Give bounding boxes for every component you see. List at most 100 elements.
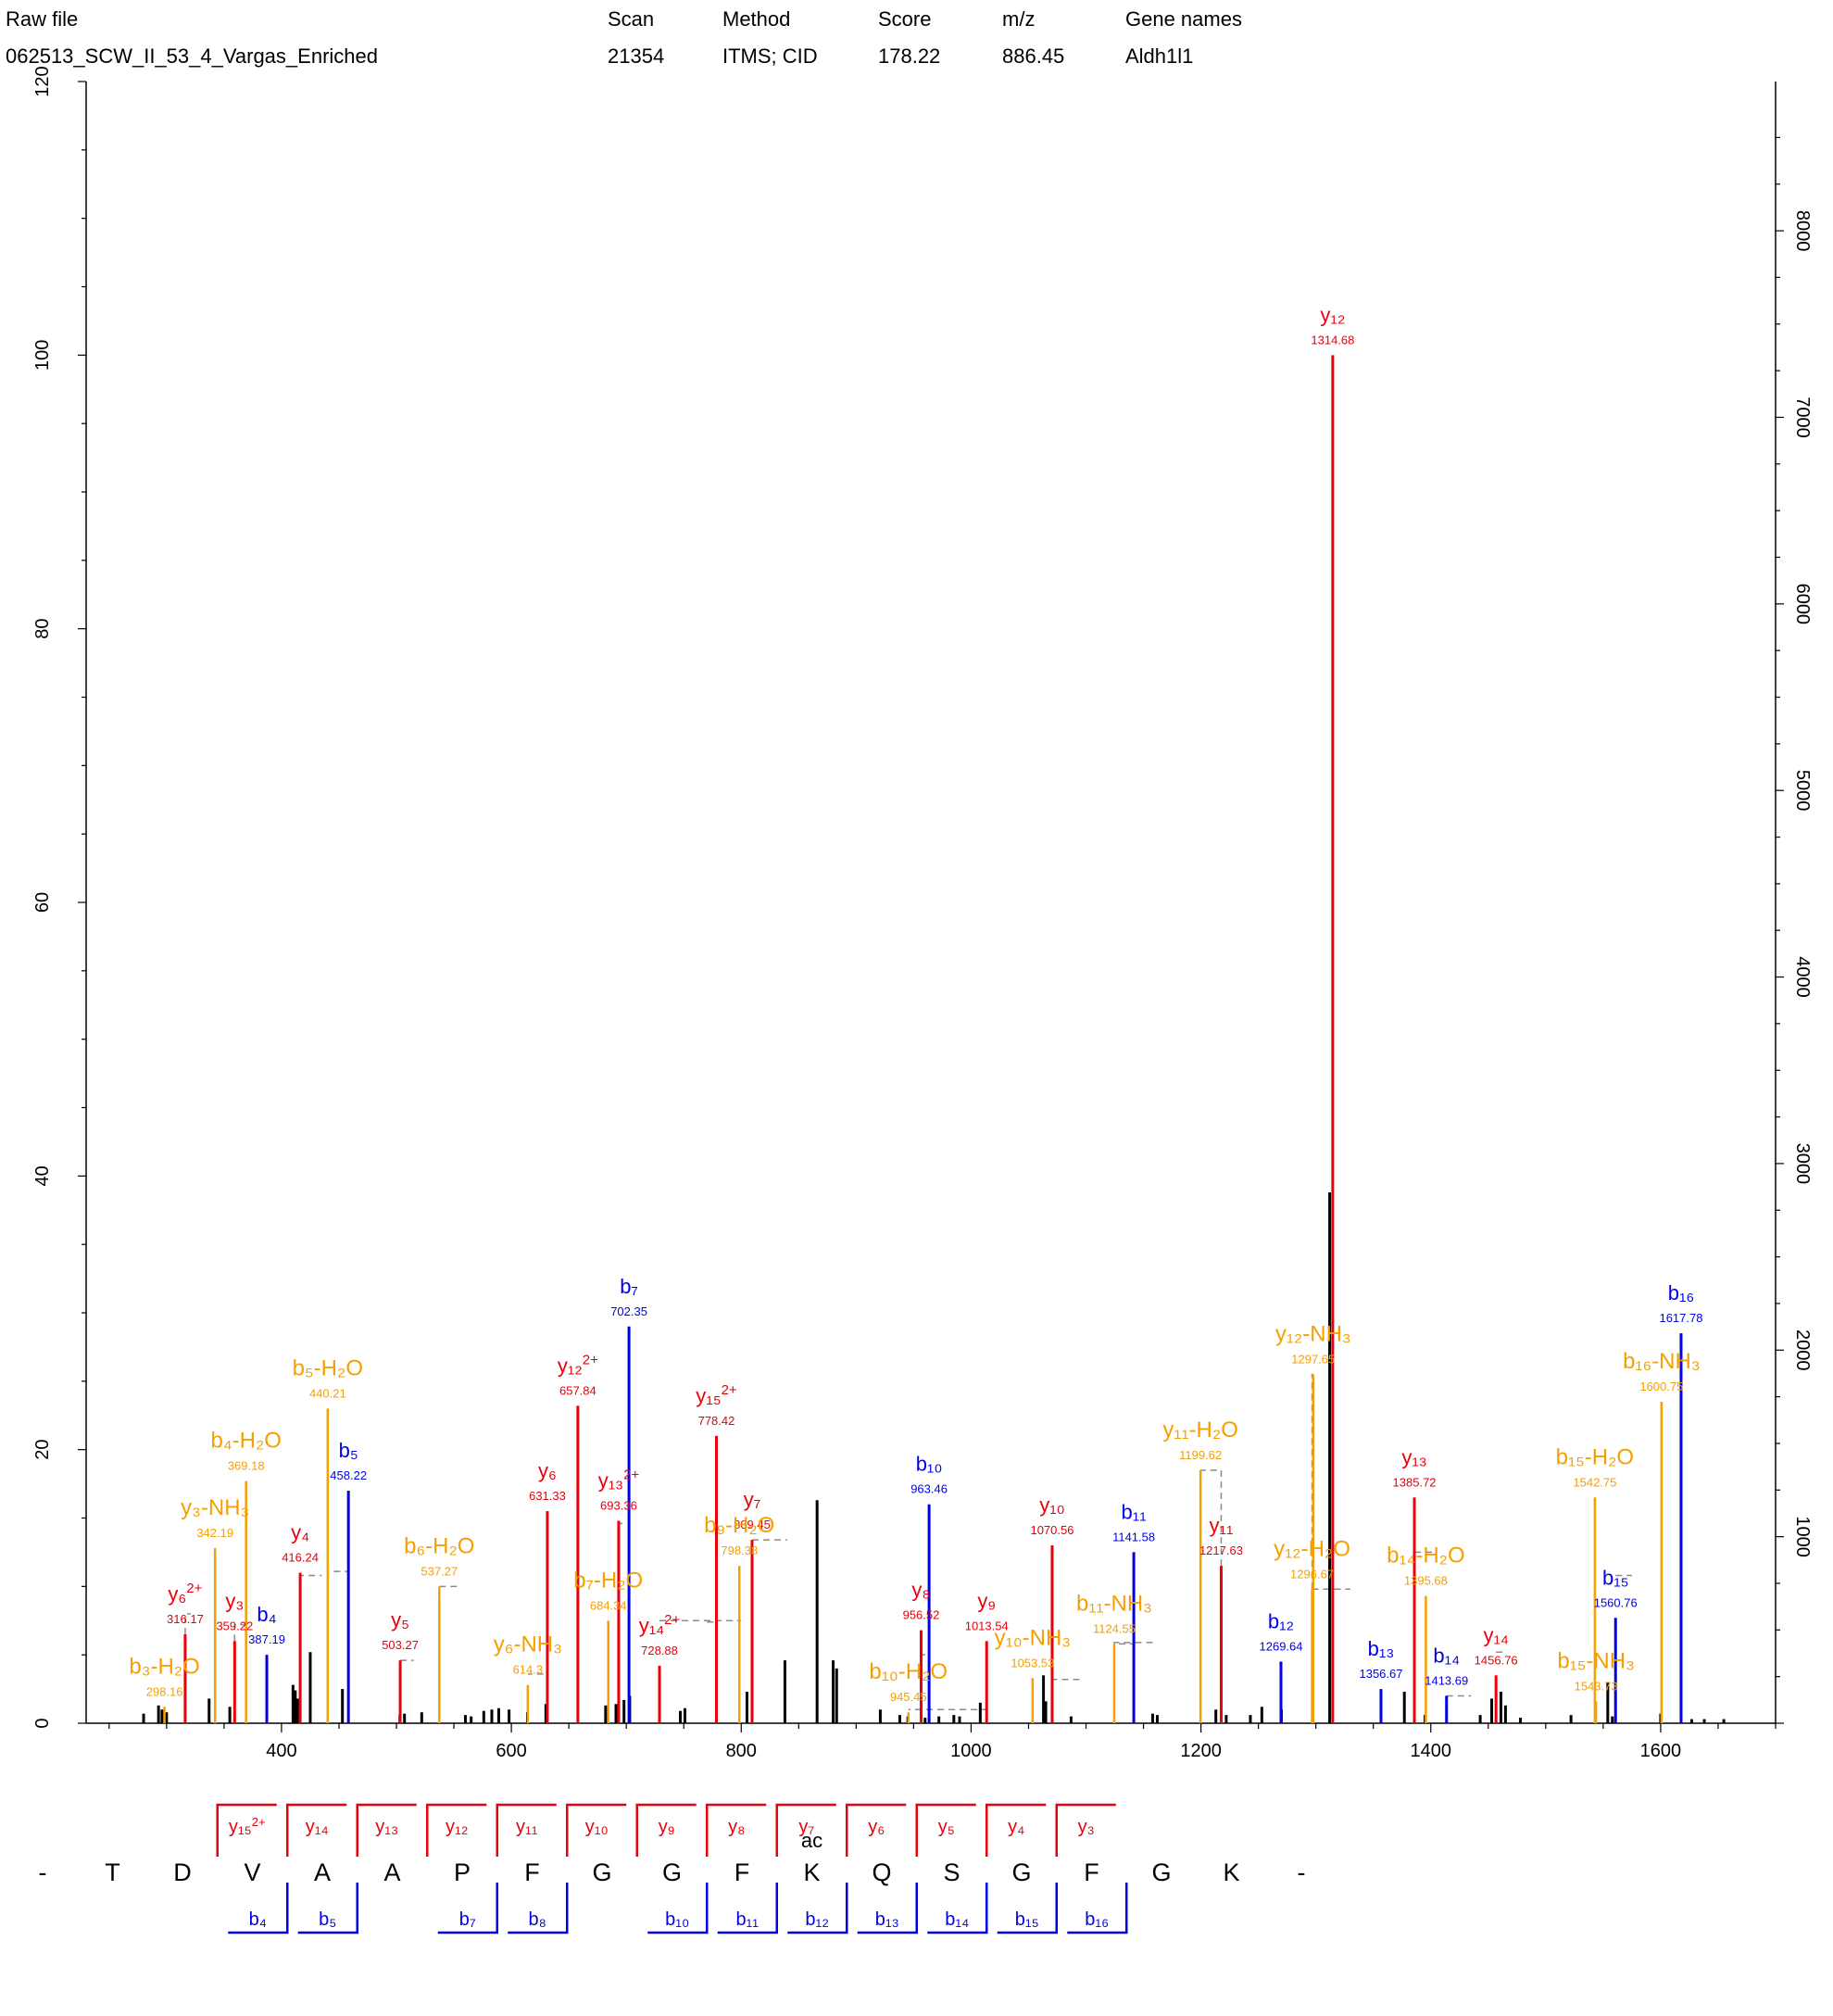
peak-mz-label: 809.45 [734, 1518, 771, 1531]
peak-label-y11-H2O: y₁₁-H₂O [1162, 1418, 1238, 1443]
peak-mz-label: 1543.73 [1575, 1679, 1618, 1693]
b-fragment-label: b₁₃ [875, 1909, 899, 1930]
y-fragment-label: y₁₃ [375, 1817, 398, 1837]
b-fragment-label: b₁₂ [805, 1909, 829, 1930]
b-fragment-bracket [717, 1883, 778, 1934]
peak-label-b7-H2O: b₇-H₂O [573, 1568, 643, 1593]
y-fragment-label: y₁₁ [516, 1817, 538, 1837]
peak-label-b15: b₁₅ [1602, 1566, 1629, 1589]
peak-label-y13: y₁₃2+ [598, 1467, 640, 1492]
peak-label-b4: b₄ [257, 1603, 276, 1626]
header-mz-value: 886.45 [1002, 44, 1065, 68]
peak-mz-label: 1013.54 [965, 1619, 1009, 1632]
header-gene-names-value: Aldh1l1 [1125, 44, 1194, 68]
peak-mz-label: 631.33 [529, 1489, 566, 1503]
y-fragment-bracket [496, 1803, 557, 1857]
b-fragment-bracket [997, 1883, 1058, 1934]
b-fragment-label: b₇ [459, 1909, 476, 1930]
peak-label-y10-NH3: y₁₀-NH₃ [995, 1625, 1072, 1650]
peak-label-y14: y₁₄ [1483, 1623, 1508, 1646]
header-raw-file-value: 062513_SCW_II_53_4_Vargas_Enriched [6, 44, 378, 68]
y-right-tick-label: 4000 [1792, 956, 1813, 998]
header-method-label: Method [722, 7, 791, 31]
b-fragment-label: b₁₅ [1015, 1909, 1039, 1930]
y-fragment-label: y₆ [868, 1817, 885, 1837]
y-fragment-bracket [635, 1803, 697, 1857]
residue: S [943, 1858, 960, 1886]
residue: D [173, 1858, 192, 1886]
residue: F [734, 1858, 750, 1886]
peak-label-y11: y₁₁ [1210, 1514, 1234, 1537]
y-fragment-label: y₉ [659, 1817, 675, 1837]
y-fragment-label: y₁₅2+ [229, 1815, 266, 1837]
peak-label-y12: y₁₂ [1320, 303, 1345, 326]
peak-mz-label: 1269.64 [1260, 1640, 1303, 1654]
x-tick-label: 1000 [950, 1741, 992, 1761]
residue: F [524, 1858, 540, 1886]
y-fragment-label: y₁₄ [306, 1817, 329, 1837]
y-fragment-label: y₃ [1078, 1817, 1095, 1837]
b-fragment-label: b₁₆ [1085, 1909, 1109, 1930]
b-fragment-bracket [437, 1883, 498, 1934]
y-tick-label: 20 [32, 1440, 53, 1460]
axes: 0 20 40 60 80 100 120 1000 2000 3000 4000 5000 6000 7… [32, 66, 1813, 1761]
peak-label-b16: b₁₆ [1668, 1281, 1695, 1304]
y-tick-label: 40 [32, 1166, 53, 1186]
y-right-tick-label: 7000 [1792, 397, 1813, 438]
y-tick-label: 0 [32, 1718, 53, 1728]
peak-mz-label: 416.24 [282, 1551, 319, 1565]
peak-mz-label: 1413.69 [1425, 1673, 1468, 1687]
y-fragment-bracket [286, 1803, 347, 1857]
peak-label-b6-H2O: b₆-H₂O [404, 1533, 474, 1558]
peak-label-y4: y₄ [291, 1521, 309, 1544]
peak-mz-label: 1542.75 [1573, 1475, 1616, 1489]
guide-line [184, 1613, 191, 1635]
peak-mz-label: 693.36 [600, 1498, 637, 1512]
peak-label-b12: b₁₂ [1268, 1610, 1294, 1633]
x-tick-label: 1600 [1640, 1741, 1682, 1761]
residue: G [662, 1858, 682, 1886]
peak-label-b5-H2O: b₅-H₂O [293, 1355, 363, 1380]
peak-label-b14-H2O: b₁₄-H₂O [1387, 1544, 1465, 1569]
x-tick-label: 400 [266, 1741, 296, 1761]
b-fragment-bracket [297, 1883, 358, 1934]
x-tick-label: 800 [726, 1741, 757, 1761]
x-tick-label: 600 [496, 1741, 526, 1761]
y-fragment-bracket [706, 1803, 767, 1857]
peak-label-y12-H2O: y₁₂-H₂O [1274, 1536, 1350, 1561]
peak-label-b3-H2O: b₃-H₂O [129, 1654, 199, 1679]
peak-label-b7: b₇ [620, 1275, 638, 1298]
y-tick-label: 60 [32, 892, 53, 913]
residue: - [39, 1858, 47, 1886]
peak-mz-label: 1456.76 [1475, 1653, 1518, 1667]
peak-mz-label: 537.27 [421, 1564, 458, 1578]
header-method-value: ITMS; CID [722, 44, 818, 68]
y-fragment-bracket [846, 1803, 907, 1857]
residue: A [383, 1858, 400, 1886]
y-right-tick-label: 8000 [1792, 210, 1813, 252]
y-fragment-label: y₈ [728, 1817, 745, 1837]
y-fragment-bracket [356, 1803, 417, 1857]
peak-mz-label: 342.19 [196, 1526, 233, 1540]
residue: A [314, 1858, 331, 1886]
peak-mz-label: 963.46 [910, 1482, 948, 1496]
header-scan-value: 21354 [608, 44, 665, 68]
y-right-tick-label: 3000 [1792, 1143, 1813, 1185]
header-table: Raw file Scan Method Score m/z Gene name… [0, 0, 1833, 74]
y-tick-label: 80 [32, 619, 53, 639]
guide-line [1051, 1678, 1081, 1681]
header-raw-file-label: Raw file [6, 7, 79, 31]
guide-line [299, 1572, 322, 1577]
y-right-tick-label: 5000 [1792, 770, 1813, 812]
b-fragment-label: b₁₁ [735, 1909, 759, 1930]
peak-label-b11-NH3: b₁₁-NH₃ [1076, 1591, 1152, 1616]
guide-line [327, 1490, 349, 1572]
peak-mz-label: 503.27 [382, 1638, 419, 1652]
peak-mz-label: 728.88 [641, 1644, 678, 1657]
b-fragment-label: b₁₄ [945, 1909, 969, 1930]
peak-mz-label: 1053.53 [1011, 1656, 1054, 1670]
y-fragment-bracket [915, 1803, 976, 1857]
peak-mz-label: 1314.68 [1311, 333, 1354, 346]
peak-mz-label: 440.21 [309, 1386, 346, 1400]
peak-mz-label: 1297.65 [1291, 1352, 1335, 1366]
